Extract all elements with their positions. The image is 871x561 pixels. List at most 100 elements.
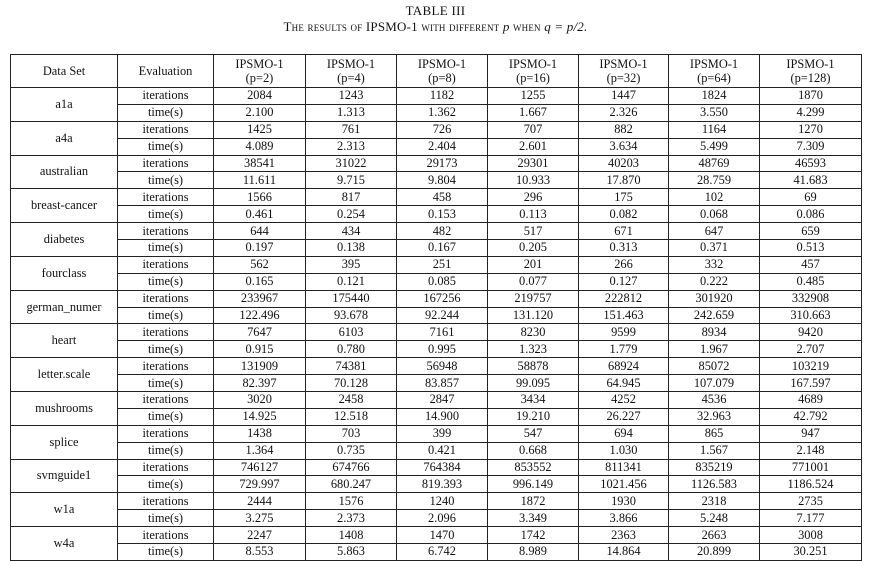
iterations-cell: 811341 [578,458,669,476]
iterations-cell: 694 [578,424,669,443]
time-cell: 0.197 [213,239,306,257]
method-param: (p=16) [516,71,550,85]
time-cell: 996.149 [487,475,579,493]
table-row: mushrooms iterations 3020 2458 2847 3434 4252 4… [10,391,862,426]
header-method: IPSMO-1 (p=8) [396,54,488,88]
iterations-cell: 703 [305,424,397,443]
dataset-name: w1a [10,492,118,528]
time-cell: 6.742 [396,543,488,561]
evaluation-label: iterations [117,391,214,409]
table-row: a4a iterations 1425 761 726 707 882 1164 1270 [10,120,862,156]
time-cell: 131.120 [487,306,579,324]
time-cell: 0.485 [759,272,862,291]
time-cell: 2.148 [759,441,862,460]
table-row: time(s) 82.397 70.128 83.857 99.095 64.945 107… [11,374,862,392]
iterations-cell: 726 [396,120,488,139]
evaluation-label: iterations [117,323,214,341]
time-cell: 0.780 [305,340,397,358]
iterations-cell: 68924 [578,357,669,375]
iterations-cell: 9420 [759,323,862,341]
iterations-cell: 69 [759,188,862,206]
table-row: time(s) 14.925 12.518 14.900 19.210 26.227 32.… [11,407,862,426]
table-row: a1a iterations 2084 1243 1182 1255 1447 1824 187… [10,87,862,122]
iterations-cell: 1255 [487,87,579,105]
time-cell: 26.227 [578,407,669,426]
time-cell: 64.945 [578,374,669,392]
iterations-cell: 7647 [213,323,306,341]
title-mid: when [509,19,545,34]
iterations-cell: 1870 [759,87,862,105]
header-row: Data Set Evaluation IPSMO-1 (p=2) IPSMO-1(… [10,54,862,88]
iterations-cell: 38541 [213,154,306,172]
iterations-cell: 1243 [305,87,397,105]
iterations-cell: 233967 [213,289,306,308]
table-row: time(s) 3.275 2.373 2.096 3.349 3.866 5.248 7.1… [11,509,862,527]
time-cell: 0.153 [396,205,488,223]
results-table: Data Set Evaluation IPSMO-1 (p=2) IPSMO-1(… [10,54,862,561]
iterations-cell: 251 [396,255,488,274]
iterations-cell: 395 [305,255,397,274]
header-method: IPSMO-1 (p=64) [668,54,760,88]
header-method: IPSMO-1 (p=16) [487,54,579,88]
evaluation-label: time(s) [117,103,214,122]
table-row: breast-cancer iterations 1566 817 458 296 175 1… [10,188,862,224]
iterations-cell: 301920 [668,289,760,308]
time-cell: 0.138 [305,239,397,257]
header-evaluation: Evaluation [117,54,214,88]
time-cell: 20.899 [668,543,760,561]
iterations-cell: 659 [759,222,862,240]
iterations-cell: 8230 [487,323,579,341]
table-row: time(s) 0.461 0.254 0.153 0.113 0.082 0.068 0.0… [11,205,862,223]
time-cell: 0.205 [487,239,579,257]
iterations-cell: 2735 [759,492,862,510]
iterations-cell: 1742 [487,526,579,544]
iterations-cell: 29173 [396,154,488,172]
iterations-cell: 7161 [396,323,488,341]
iterations-cell: 707 [487,120,579,139]
time-cell: 0.461 [213,205,306,223]
iterations-cell: 4536 [668,391,760,409]
time-cell: 14.900 [396,407,488,426]
iterations-cell: 1425 [213,120,306,139]
evaluation-label: iterations [117,289,214,308]
table-row: time(s) 0.915 0.780 0.995 1.323 1.779 1.967 2.7… [11,340,862,358]
time-cell: 0.915 [213,340,306,358]
time-cell: 122.496 [213,306,306,324]
time-cell: 2.601 [487,137,579,156]
iterations-cell: 671 [578,222,669,240]
time-cell: 0.167 [396,239,488,257]
header-method: IPSMO-1 (p=128) [759,54,862,88]
table-row: letter.scale iterations 131909 74381 56948 58… [10,357,862,393]
time-cell: 41.683 [759,171,862,189]
title-equation: q = p/2. [544,19,588,34]
dataset-name: a4a [10,120,118,156]
iterations-cell: 222812 [578,289,669,308]
evaluation-label: time(s) [117,374,214,392]
header-method: IPSMO-1 (p=4) [305,54,397,88]
time-cell: 0.113 [487,205,579,223]
time-cell: 5.863 [305,543,397,561]
evaluation-label: time(s) [117,340,214,358]
dataset-name: breast-cancer [10,188,118,224]
time-cell: 0.068 [668,205,760,223]
time-cell: 1.313 [305,103,397,122]
iterations-cell: 3008 [759,526,862,544]
time-cell: 680.247 [305,475,397,493]
iterations-cell: 175440 [305,289,397,308]
method-name: IPSMO-1 [508,57,558,71]
time-cell: 0.077 [487,272,579,291]
time-cell: 3.349 [487,509,579,527]
time-cell: 1.779 [578,340,669,358]
iterations-cell: 2663 [668,526,760,544]
iterations-cell: 865 [668,424,760,443]
evaluation-label: time(s) [117,171,214,189]
dataset-name: a1a [10,87,118,122]
iterations-cell: 771001 [759,458,862,476]
time-cell: 0.668 [487,441,579,460]
iterations-cell: 48769 [668,154,760,172]
time-cell: 151.463 [578,306,669,324]
method-name: IPSMO-1 [689,57,739,71]
iterations-cell: 1566 [213,188,306,206]
evaluation-label: time(s) [117,543,214,561]
evaluation-label: time(s) [117,407,214,426]
